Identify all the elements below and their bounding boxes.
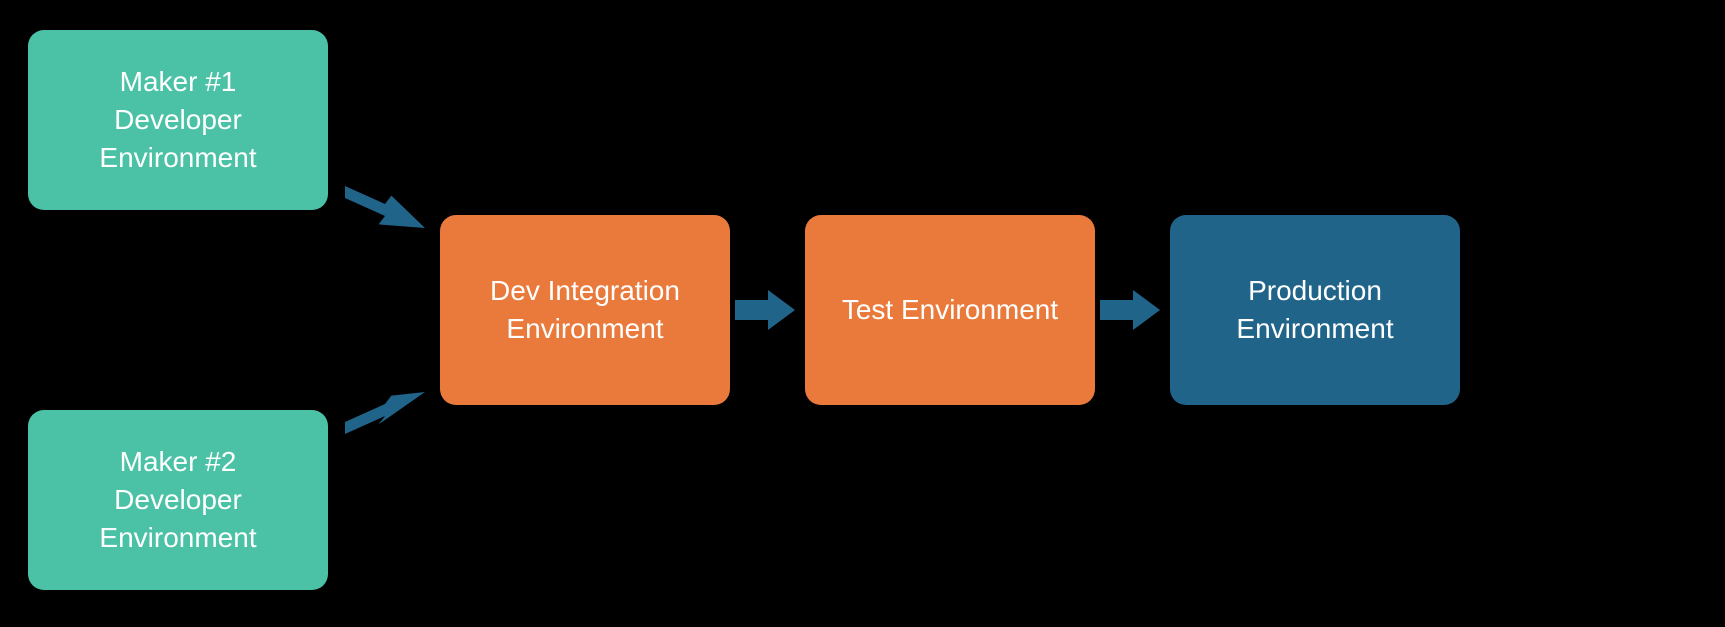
arrow-test-to-prod bbox=[1100, 285, 1160, 335]
node-maker1: Maker #1DeveloperEnvironment bbox=[28, 30, 328, 210]
arrow-maker2-to-devint bbox=[345, 380, 425, 440]
node-prod-label: ProductionEnvironment bbox=[1236, 272, 1393, 348]
arrow-maker1-to-devint bbox=[345, 180, 425, 240]
node-maker2: Maker #2DeveloperEnvironment bbox=[28, 410, 328, 590]
node-maker2-label: Maker #2DeveloperEnvironment bbox=[99, 443, 256, 556]
node-devint-label: Dev IntegrationEnvironment bbox=[490, 272, 680, 348]
node-devint: Dev IntegrationEnvironment bbox=[440, 215, 730, 405]
arrow-devint-to-test bbox=[735, 285, 795, 335]
node-maker1-label: Maker #1DeveloperEnvironment bbox=[99, 63, 256, 176]
node-test: Test Environment bbox=[805, 215, 1095, 405]
node-test-label: Test Environment bbox=[842, 291, 1058, 329]
node-prod: ProductionEnvironment bbox=[1170, 215, 1460, 405]
